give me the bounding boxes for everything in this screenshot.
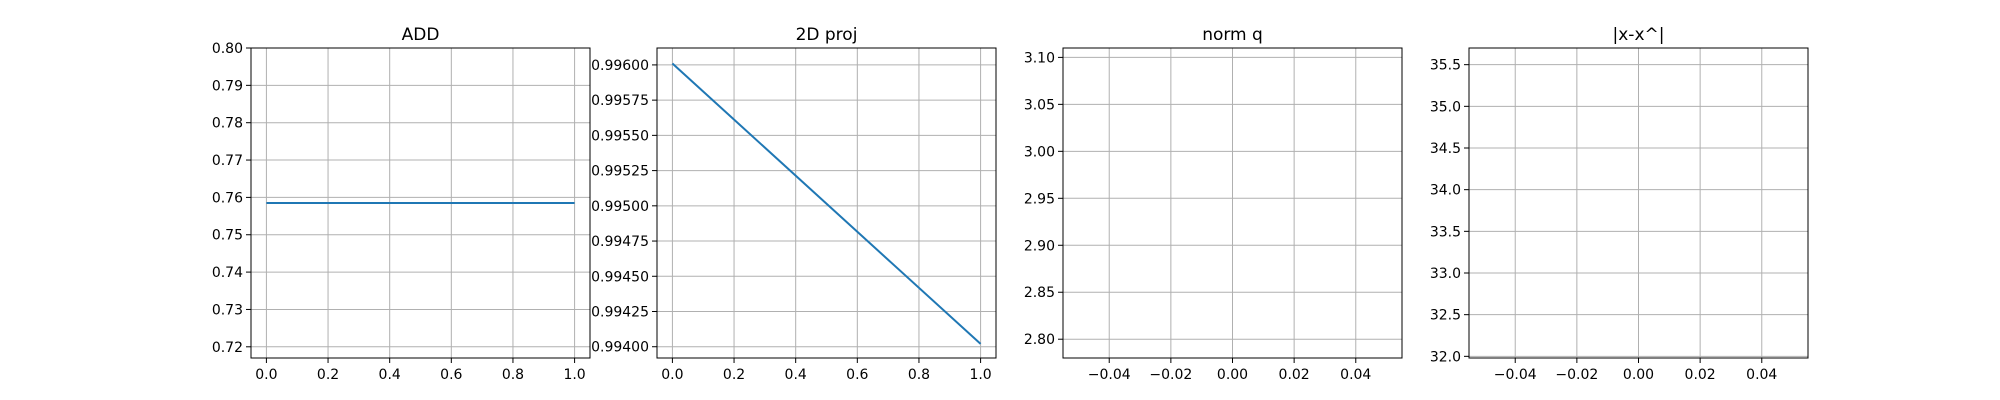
y-tick-label: 35.0 [1430,99,1461,115]
x-tick-label: 0.02 [1279,367,1310,383]
y-tick-label: 32.0 [1430,349,1461,365]
x-tick-label: 0.4 [379,367,401,383]
x-tick-label: 0.00 [1623,367,1654,383]
x-tick-label: 0.04 [1746,367,1777,383]
x-tick-label: 0.8 [908,367,930,383]
y-tick-label: 0.99550 [591,128,649,144]
x-tick-label: −0.02 [1149,367,1192,383]
axis-ticks: −0.04 −0.02 0.00 0.02 0.04 2.80 2.85 2.90 2.95 3.… [1024,50,1372,383]
chart-title: 2D proj [796,25,858,45]
y-tick-label: 0.99450 [591,269,649,285]
x-tick-label: 0.04 [1340,367,1371,383]
x-tick-label: 0.0 [255,367,277,383]
axes-frame [250,47,591,359]
y-tick-label: 0.77 [212,153,243,169]
subplot-add: ADD 0.0 0.2 0.4 0.6 0.8 1.00.720.730.740.750.… [212,25,591,383]
chart-title: |x-x^| [1613,25,1665,45]
x-tick-label: 1.0 [969,367,991,383]
grid-lines [251,47,590,358]
axis-ticks: −0.04 −0.02 0.00 0.02 0.04 32.0 32.5 33.0 33.5 34… [1430,58,1778,383]
y-tick-label: 2.85 [1024,285,1055,301]
y-tick-label: 0.73 [212,302,243,318]
y-tick-label: 0.99425 [591,305,649,321]
chart-title: ADD [402,25,440,45]
axis-ticks: 0.0 0.2 0.4 0.6 0.8 1.0 0.99400 0.99425 0.99450 0… [591,58,992,383]
y-tick-label: 3.10 [1024,50,1055,66]
y-tick-label: 35.5 [1430,58,1461,74]
y-tick-label: 33.5 [1430,224,1461,240]
y-tick-label: 32.5 [1430,308,1461,324]
chart-title: norm q [1202,25,1263,45]
y-tick-label: 0.99600 [591,58,649,74]
x-tick-label: 0.00 [1217,367,1248,383]
y-tick-label: 0.99475 [591,234,649,250]
y-tick-label: 3.00 [1024,144,1055,160]
y-tick-label: 0.99575 [591,93,649,109]
subplot-norm-q: norm q −0.04 −0.02 0.00 0.02 0.04 2.80 2.85 2.9… [1024,25,1403,383]
x-tick-label: 0.0 [661,367,683,383]
y-tick-label: 34.0 [1430,183,1461,199]
y-tick-label: 0.72 [212,340,243,356]
y-tick-label: 0.76 [212,190,243,206]
series-lines [671,62,982,345]
y-tick-label: 2.90 [1024,238,1055,254]
x-tick-label: 0.4 [785,367,807,383]
x-tick-label: 0.6 [846,367,868,383]
grid-lines [1469,48,1808,358]
x-tick-label: −0.04 [1494,367,1537,383]
y-tick-label: 0.78 [212,116,243,132]
subplot-x-error: |x-x^| −0.04 −0.02 0.00 0.02 0.04 32.0 32.5 33.… [1430,25,1809,383]
x-tick-label: −0.02 [1555,367,1598,383]
subplot-2d-proj: 2D proj 0.0 0.2 0.4 0.6 0.8 1.0 0.99400 0.99425… [591,25,997,383]
y-tick-label: 0.99500 [591,199,649,215]
x-tick-label: 0.8 [502,367,524,383]
y-tick-label: 0.99400 [591,340,649,356]
x-tick-label: −0.04 [1088,367,1131,383]
x-tick-label: 0.6 [440,367,462,383]
axis-ticks: 0.0 0.2 0.4 0.6 0.8 1.0 0.72 0.73 0.74 0.75 0.76 0.… [212,41,586,383]
y-tick-label: 3.05 [1024,97,1055,113]
x-tick-label: 0.2 [723,367,745,383]
x-tick-label: 1.0 [563,367,585,383]
y-tick-label: 2.95 [1024,191,1055,207]
y-tick-label: 0.75 [212,228,243,244]
grid-lines [1063,48,1402,358]
y-tick-label: 0.74 [212,265,243,281]
y-tick-label: 0.80 [212,41,243,57]
x-tick-label: 0.02 [1685,367,1716,383]
x-tick-label: 0.2 [317,367,339,383]
y-tick-label: 2.80 [1024,332,1055,348]
y-tick-label: 33.0 [1430,266,1461,282]
axes-frame [656,47,997,359]
y-tick-label: 0.79 [212,78,243,94]
y-tick-label: 0.99525 [591,164,649,180]
series-line [671,62,982,345]
y-tick-label: 34.5 [1430,141,1461,157]
